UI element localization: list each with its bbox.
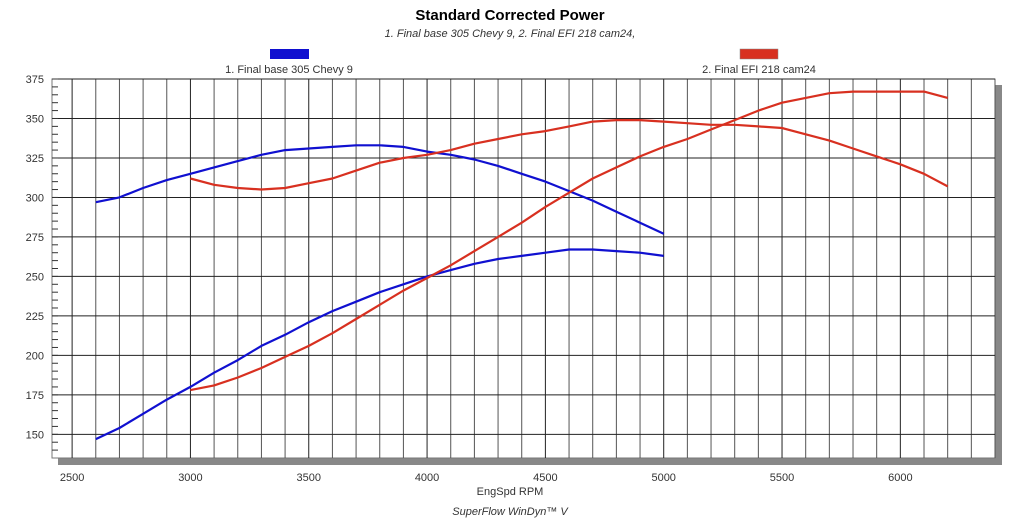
y-tick-label: 300 xyxy=(26,192,44,204)
y-tick-label: 250 xyxy=(26,271,44,283)
x-tick-label: 2500 xyxy=(60,472,84,484)
series-line-2 xyxy=(95,248,664,441)
series-line-1 xyxy=(95,144,665,235)
x-tick-label: 4000 xyxy=(415,472,439,484)
legend-label-2: 2. Final EFI 218 cam24 xyxy=(702,64,816,76)
series-line-4 xyxy=(190,90,948,392)
legend-label-1: 1. Final base 305 Chevy 9 xyxy=(225,64,353,76)
series-line-3 xyxy=(190,118,949,191)
y-tick-label: 175 xyxy=(26,390,44,402)
y-tick-label: 200 xyxy=(26,350,44,362)
y-tick-label: 275 xyxy=(26,232,44,244)
x-tick-label: 5500 xyxy=(770,472,794,484)
x-axis-label: EngSpd RPM xyxy=(477,486,544,498)
y-tick-label: 375 xyxy=(26,74,44,86)
legend-swatch-1 xyxy=(270,49,309,59)
legend-swatch-2 xyxy=(739,48,779,60)
x-tick-label: 3500 xyxy=(297,472,321,484)
x-tick-label: 6000 xyxy=(888,472,912,484)
y-tick-label: 150 xyxy=(26,429,44,441)
x-tick-label: 5000 xyxy=(651,472,675,484)
y-tick-label: 225 xyxy=(26,311,44,323)
footer-label: SuperFlow WinDyn™ V xyxy=(452,506,569,518)
plot-area xyxy=(51,78,996,459)
chart-title: Standard Corrected Power xyxy=(415,7,604,24)
chart-subtitle: 1. Final base 305 Chevy 9, 2. Final EFI … xyxy=(385,28,636,40)
y-tick-label: 350 xyxy=(26,113,44,125)
x-tick-label: 4500 xyxy=(533,472,557,484)
y-tick-label: 325 xyxy=(26,153,44,165)
x-tick-label: 3000 xyxy=(178,472,202,484)
